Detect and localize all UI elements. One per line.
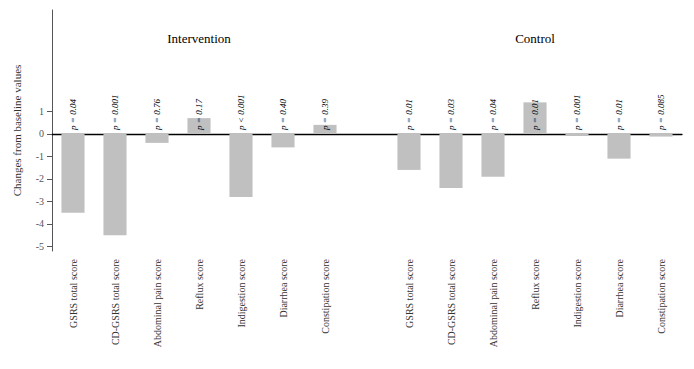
svg-text:p = 0.085: p = 0.085 bbox=[656, 94, 666, 131]
svg-text:-4: -4 bbox=[36, 218, 44, 229]
svg-text:p = 0.17: p = 0.17 bbox=[194, 99, 204, 131]
svg-text:p = 0.01: p = 0.01 bbox=[404, 99, 414, 131]
svg-text:Reflux score: Reflux score bbox=[530, 258, 541, 309]
svg-text:Abdominal pain score: Abdominal pain score bbox=[152, 258, 163, 347]
svg-text:GSRS total score: GSRS total score bbox=[68, 258, 79, 327]
svg-text:Constipation score: Constipation score bbox=[656, 258, 667, 333]
svg-text:Changes from baseline values: Changes from baseline values bbox=[11, 65, 23, 197]
svg-text:Control: Control bbox=[515, 31, 555, 46]
svg-text:Abdominal pain score: Abdominal pain score bbox=[488, 258, 499, 347]
svg-text:p = 0.001: p = 0.001 bbox=[572, 95, 582, 131]
svg-text:p = 0.04: p = 0.04 bbox=[68, 99, 78, 131]
svg-text:Diarrhea score: Diarrhea score bbox=[278, 258, 289, 317]
svg-text:GSRS total score: GSRS total score bbox=[404, 258, 415, 327]
svg-text:p = 0.03: p = 0.03 bbox=[446, 99, 456, 131]
svg-text:p = 0.001: p = 0.001 bbox=[110, 95, 120, 131]
svg-text:p = 0.40: p = 0.40 bbox=[278, 99, 288, 131]
svg-text:CD-GSRS total score: CD-GSRS total score bbox=[110, 258, 121, 345]
svg-text:Indigestion score: Indigestion score bbox=[572, 258, 583, 327]
svg-text:-5: -5 bbox=[36, 241, 44, 252]
svg-text:-2: -2 bbox=[36, 173, 44, 184]
svg-text:Constipation score: Constipation score bbox=[320, 258, 331, 333]
svg-text:p = 0.01: p = 0.01 bbox=[530, 99, 540, 131]
svg-text:p = 0.01: p = 0.01 bbox=[614, 99, 624, 131]
svg-text:-1: -1 bbox=[36, 151, 44, 162]
svg-text:Intervention: Intervention bbox=[167, 31, 231, 46]
svg-text:p = 0.04: p = 0.04 bbox=[488, 99, 498, 131]
svg-text:1: 1 bbox=[39, 106, 44, 117]
svg-text:p < 0.001: p < 0.001 bbox=[236, 95, 246, 131]
svg-text:CD-GSRS total score: CD-GSRS total score bbox=[446, 258, 457, 345]
svg-text:p = 0.39: p = 0.39 bbox=[320, 99, 330, 131]
svg-text:0: 0 bbox=[39, 128, 44, 139]
svg-text:p = 0.76: p = 0.76 bbox=[152, 99, 162, 131]
svg-text:-3: -3 bbox=[36, 196, 44, 207]
svg-text:Diarrhea score: Diarrhea score bbox=[614, 258, 625, 317]
svg-text:Indigestion score: Indigestion score bbox=[236, 258, 247, 327]
svg-text:Reflux score: Reflux score bbox=[194, 258, 205, 309]
